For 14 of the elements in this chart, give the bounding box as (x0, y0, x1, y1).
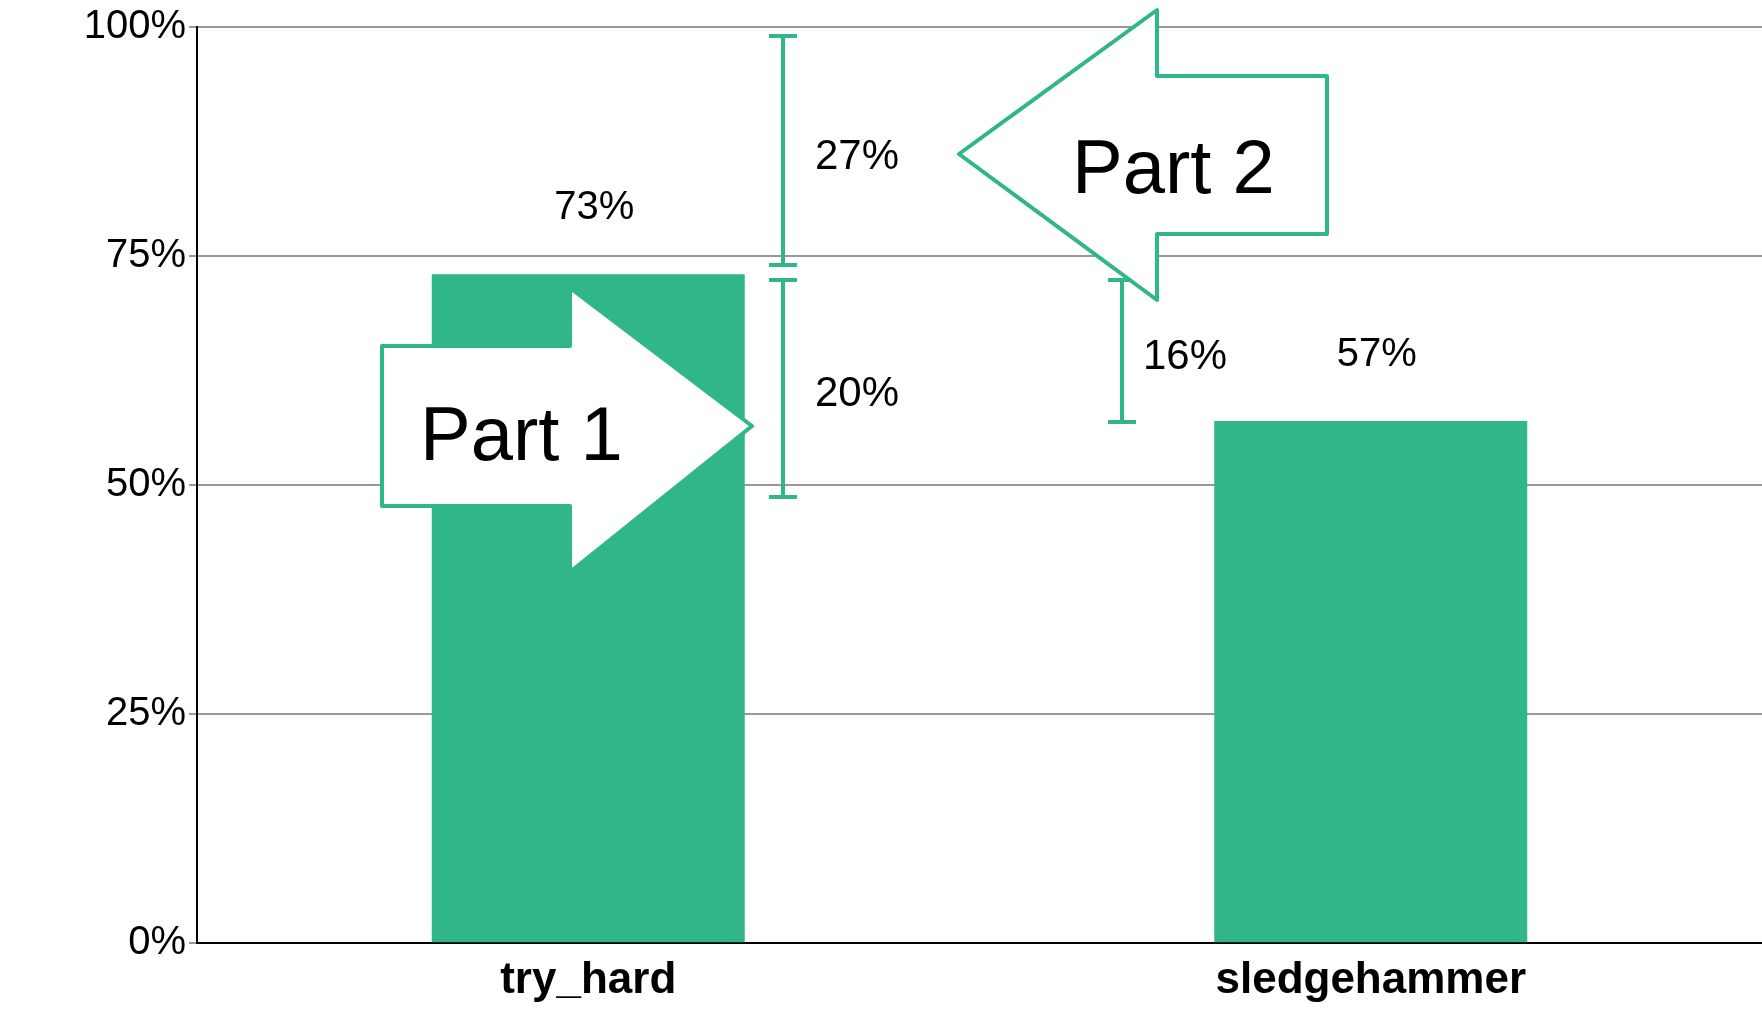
annotation: 16% (1143, 331, 1228, 379)
annotation: 27% (815, 131, 900, 179)
data-label: 57% (1336, 330, 1417, 374)
y-tick-label: 0% (128, 918, 186, 963)
data-label: 73% (554, 183, 635, 228)
x-tick-label: sledgehammer (1215, 952, 1527, 1002)
y-tick-label: 50% (105, 460, 186, 505)
y-tick-label: 75% (105, 231, 186, 276)
y-tick-label: 25% (105, 689, 186, 734)
y-tick-label: 100% (83, 2, 186, 47)
annotation: Part 1 (420, 390, 623, 477)
annotation: 20% (815, 368, 900, 416)
x-tick-label: try_hard (500, 952, 677, 1002)
annotation: Part 2 (1072, 123, 1275, 210)
